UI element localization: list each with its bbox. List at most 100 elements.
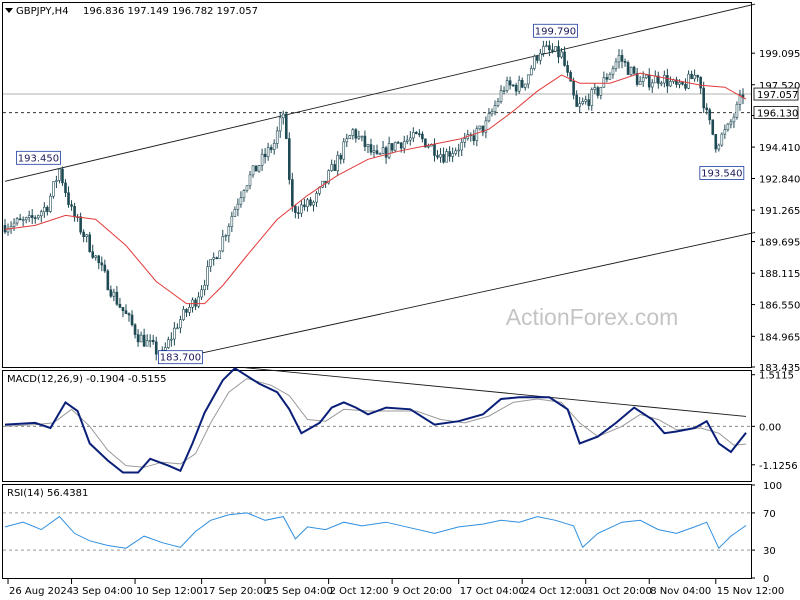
candle-body — [136, 334, 140, 343]
candle-body — [517, 79, 521, 92]
candle-body — [412, 131, 415, 139]
candle-body — [448, 151, 451, 157]
macd-axis-label: 0.00 — [759, 422, 781, 433]
candle-body — [106, 270, 110, 291]
swing-label-193-540: 193.540 — [701, 169, 742, 180]
candle-body — [309, 199, 312, 206]
symbol-label: GBPJPY,H4 — [16, 6, 69, 17]
candle-body — [499, 90, 503, 102]
price-axis-label: 188.115 — [759, 269, 800, 280]
rsi-pane-frame[interactable] — [2, 484, 752, 579]
candle-body — [300, 204, 303, 214]
candle-body — [170, 338, 173, 341]
candle-body — [690, 73, 693, 80]
candle-body — [696, 74, 699, 78]
candle-body — [61, 168, 64, 184]
candle-body — [442, 154, 445, 163]
candle-body — [306, 199, 309, 208]
candle-body — [614, 61, 618, 69]
candle-body — [472, 135, 476, 141]
macd-pane-title: MACD(12,26,9) -0.1904 -0.5155 — [7, 374, 167, 385]
moving-average-line — [4, 72, 747, 305]
macd-signal-line — [4, 377, 747, 468]
candle-body — [638, 81, 642, 85]
candle-body — [233, 209, 237, 217]
swing-label-183-700: 183.700 — [160, 353, 201, 364]
rsi-axis-label: 70 — [763, 509, 776, 520]
candle-body — [708, 109, 712, 121]
macd-axis-label: 1.5115 — [759, 371, 794, 382]
price-pane-frame[interactable] — [2, 2, 752, 368]
candle-body — [557, 46, 560, 58]
candle-body — [151, 339, 155, 343]
candle-body — [396, 142, 400, 144]
swing-label-box — [158, 350, 203, 365]
candle-body — [678, 82, 681, 85]
candle-body — [445, 151, 448, 163]
candle-body — [206, 266, 209, 286]
candle-body — [182, 309, 185, 320]
candle-body — [399, 142, 403, 149]
candle-body — [212, 257, 215, 260]
candle-body — [484, 120, 488, 133]
time-axis-label: 9 Oct 20:00 — [393, 586, 452, 597]
candle-body — [421, 133, 424, 140]
candle-body — [608, 73, 612, 80]
candle-body — [39, 211, 43, 217]
time-axis-label: 15 Nov 12:00 — [717, 586, 784, 597]
candle-body — [257, 165, 261, 172]
candle-body — [291, 179, 294, 207]
candle-body — [581, 101, 584, 105]
candle-body — [723, 129, 727, 135]
candle-body — [360, 135, 364, 138]
candle-body — [272, 143, 276, 150]
candle-body — [366, 144, 370, 147]
candle-body — [369, 144, 373, 153]
price-axis-label: 199.095 — [759, 49, 800, 60]
candle-body — [711, 119, 715, 135]
candle-body — [30, 215, 34, 218]
candle-body — [82, 231, 85, 237]
time-axis-label: 17 Oct 04:00 — [460, 586, 525, 597]
candle-body — [605, 77, 609, 80]
candle-body — [148, 339, 152, 342]
candle-body — [194, 299, 197, 307]
candle-body — [79, 216, 82, 233]
macd-trend-line — [243, 367, 747, 417]
price-axis-label: 197.520 — [759, 81, 800, 92]
candle-body — [91, 251, 95, 258]
collapse-triangle-icon[interactable] — [5, 8, 13, 13]
candle-body — [602, 77, 606, 88]
candle-body — [496, 101, 500, 106]
candle-body — [641, 77, 645, 82]
candle-body — [569, 72, 572, 82]
candle-body — [24, 217, 28, 221]
candle-body — [490, 111, 494, 115]
candle-body — [427, 145, 430, 148]
candle-body — [599, 86, 603, 96]
candle-body — [457, 149, 460, 152]
candle-body — [732, 116, 736, 123]
candle-body — [587, 99, 591, 106]
candle-body — [88, 234, 91, 252]
candle-body — [735, 103, 739, 118]
candle-body — [508, 80, 512, 86]
candle-body — [551, 49, 554, 52]
candle-body — [49, 195, 52, 212]
candle-body — [70, 204, 73, 207]
candle-body — [36, 215, 40, 219]
macd-line — [4, 367, 747, 474]
candle-body — [548, 45, 551, 51]
macd-axis-label: -1.1256 — [759, 461, 798, 472]
candle-body — [327, 170, 330, 184]
time-axis-label: 17 Sep 20:00 — [203, 586, 270, 597]
price-axis-label: 191.265 — [759, 206, 800, 217]
candle-body — [460, 141, 464, 151]
candle-body — [635, 73, 639, 85]
rsi-line — [4, 512, 747, 550]
candle-body — [584, 99, 588, 102]
candle-body — [372, 150, 376, 153]
candle-body — [424, 138, 427, 148]
candle-body — [566, 65, 569, 73]
